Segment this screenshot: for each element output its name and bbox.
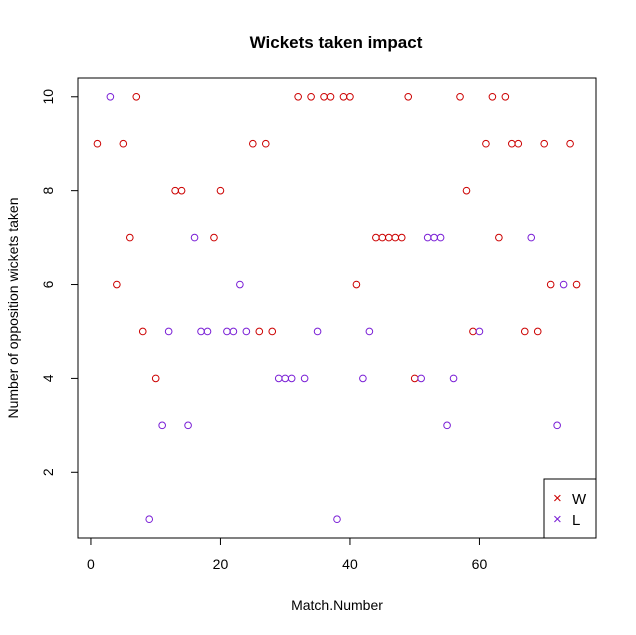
data-point-w (151, 374, 160, 383)
data-point-w (352, 280, 361, 289)
data-point-w (514, 139, 523, 148)
data-point-w (378, 233, 387, 242)
y-tick-label: 6 (40, 280, 56, 288)
data-point-l (184, 421, 192, 430)
data-point-w (307, 92, 315, 101)
data-point-l (313, 327, 322, 336)
data-point-w (456, 92, 464, 101)
data-point-w (546, 280, 555, 289)
data-point-l (274, 374, 283, 383)
data-point-l (281, 374, 290, 383)
data-point-l (229, 327, 238, 336)
data-point-w (385, 233, 393, 242)
y-axis-label: Number of opposition wickets taken (5, 198, 21, 419)
legend-label-l: L (572, 512, 580, 529)
chart-title: Wickets taken impact (250, 33, 423, 52)
legend-symbol-l: × (553, 511, 562, 528)
data-point-w (572, 280, 581, 289)
data-point-w (346, 92, 354, 101)
data-point-l (417, 374, 425, 383)
data-point-w (210, 233, 218, 242)
data-point-w (391, 233, 400, 242)
data-point-w (268, 327, 277, 336)
data-point-w (469, 327, 477, 336)
data-point-w (462, 186, 471, 195)
data-point-w (339, 92, 348, 101)
y-tick-label: 8 (40, 187, 56, 195)
data-point-w (495, 233, 503, 242)
data-point-w (397, 233, 406, 242)
data-point-l (553, 421, 561, 430)
data-point-w (320, 92, 328, 101)
data-point-l (223, 327, 231, 336)
data-point-l (475, 327, 484, 336)
data-point-l (145, 515, 154, 524)
data-point-w (216, 186, 225, 195)
data-point-w (533, 327, 542, 336)
data-point-l (203, 327, 212, 336)
data-point-w (326, 92, 335, 101)
data-point-l (443, 421, 451, 430)
y-tick-label: 4 (40, 374, 56, 382)
data-point-l (359, 374, 367, 383)
data-point-w (171, 186, 179, 195)
x-tick-label: 0 (87, 556, 95, 572)
data-point-w (177, 186, 186, 195)
data-point-l (300, 374, 309, 383)
data-point-w (410, 374, 419, 383)
data-point-l (287, 374, 296, 383)
data-point-l (430, 233, 438, 242)
legend-label-w: W (572, 491, 587, 508)
data-point-w (126, 233, 134, 242)
data-point-l (190, 233, 199, 242)
data-point-w (119, 139, 128, 148)
x-tick-label: 40 (342, 556, 358, 572)
data-point-l (158, 421, 166, 430)
data-point-w (501, 92, 510, 101)
data-point-w (372, 233, 380, 242)
data-point-l (527, 233, 536, 242)
data-points (93, 92, 581, 524)
x-tick-label: 20 (213, 556, 229, 572)
data-point-w (249, 139, 257, 148)
data-point-w (482, 139, 490, 148)
data-point-l (449, 374, 458, 383)
data-point-l (164, 327, 173, 336)
data-point-w (261, 139, 270, 148)
y-tick-label: 2 (40, 468, 56, 476)
data-point-l (236, 280, 244, 289)
legend-box (543, 478, 597, 539)
x-axis-label: Match.Number (291, 597, 383, 613)
legend: × W × L (543, 478, 597, 539)
data-point-w (520, 327, 529, 336)
data-point-w (508, 139, 516, 148)
data-point-w (255, 327, 264, 336)
x-axis: 0 20 40 60 (87, 537, 488, 572)
data-point-l (436, 233, 445, 242)
data-point-w (294, 92, 302, 101)
data-point-w (113, 280, 121, 289)
x-tick-label: 60 (472, 556, 488, 572)
data-point-w (404, 92, 413, 101)
data-point-l (423, 233, 432, 242)
data-point-w (488, 92, 497, 101)
data-point-l (242, 327, 251, 336)
data-point-l (559, 280, 568, 289)
data-point-w (566, 139, 574, 148)
data-point-l (106, 92, 115, 101)
data-point-w (132, 92, 141, 101)
y-tick-label: 10 (40, 89, 56, 105)
y-axis: 2 4 6 8 10 (40, 89, 79, 476)
data-point-l (365, 327, 374, 336)
legend-symbol-w: × (553, 490, 562, 507)
data-point-w (540, 139, 549, 148)
data-point-w (93, 139, 102, 148)
data-point-l (197, 327, 205, 336)
data-point-w (138, 327, 147, 336)
data-point-l (333, 515, 341, 524)
